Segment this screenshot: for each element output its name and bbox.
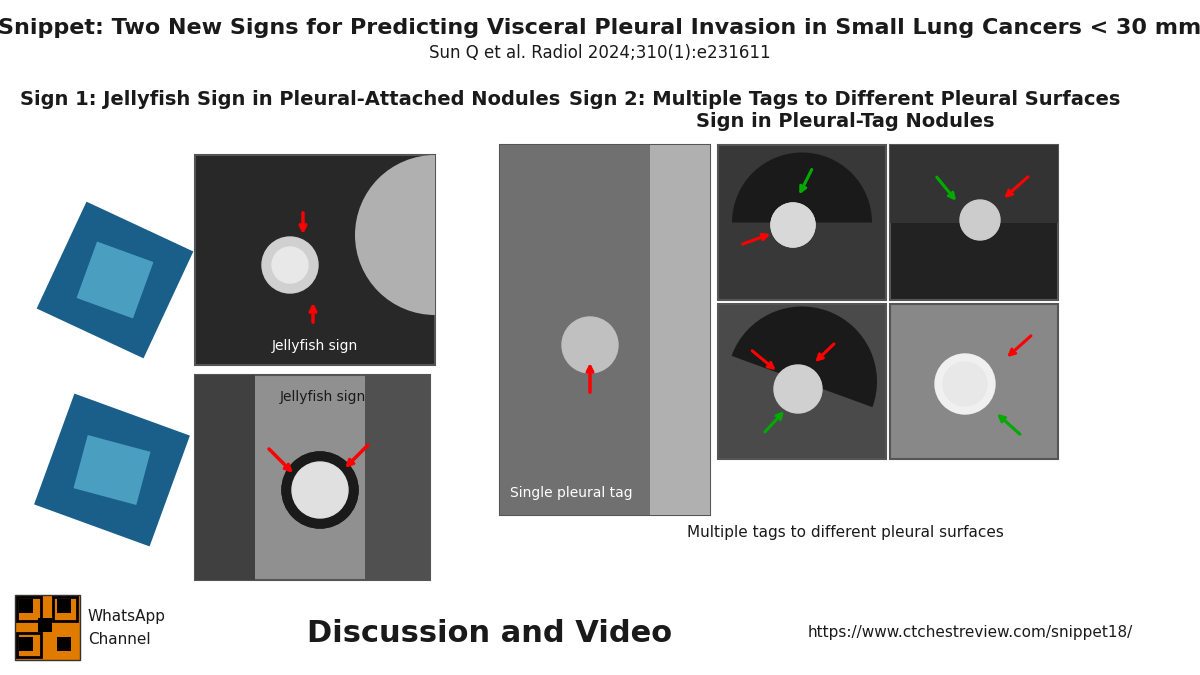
Circle shape (774, 365, 822, 413)
Circle shape (943, 362, 986, 406)
Circle shape (960, 200, 1000, 240)
Text: Sign 1: Jellyfish Sign in Pleural-Attached Nodules: Sign 1: Jellyfish Sign in Pleural-Attach… (20, 90, 560, 109)
Text: Sign in Pleural-Tag Nodules: Sign in Pleural-Tag Nodules (696, 112, 995, 131)
Circle shape (772, 203, 815, 247)
Bar (38, 618, 52, 632)
Bar (718, 145, 886, 300)
Wedge shape (355, 155, 436, 315)
Bar (890, 304, 1058, 459)
Polygon shape (73, 435, 150, 505)
Bar (38, 599, 52, 613)
Text: Sign 2: Multiple Tags to Different Pleural Surfaces: Sign 2: Multiple Tags to Different Pleur… (569, 90, 1121, 109)
Text: Jellyfish sign: Jellyfish sign (280, 390, 366, 404)
Bar (17, 633, 41, 657)
Polygon shape (890, 145, 1058, 223)
Circle shape (292, 462, 348, 518)
Text: WhatsApp: WhatsApp (88, 610, 166, 624)
Bar (500, 145, 710, 515)
Bar (53, 597, 77, 621)
Circle shape (772, 203, 815, 247)
Bar (650, 145, 710, 515)
Text: Sun Q et al. Radiol 2024;310(1):e231611: Sun Q et al. Radiol 2024;310(1):e231611 (430, 44, 770, 62)
Circle shape (262, 237, 318, 293)
Bar (58, 637, 71, 651)
Bar (38, 637, 52, 651)
Bar (58, 599, 71, 613)
Bar (19, 637, 34, 651)
Bar (194, 375, 256, 580)
Bar (58, 618, 71, 632)
Text: Discussion and Video: Discussion and Video (307, 618, 672, 647)
Bar (19, 618, 34, 632)
Text: https://www.ctchestreview.com/snippet18/: https://www.ctchestreview.com/snippet18/ (808, 626, 1133, 641)
Bar (19, 599, 34, 613)
Polygon shape (77, 242, 154, 319)
Polygon shape (35, 200, 194, 360)
Bar (17, 597, 41, 621)
Bar (365, 375, 430, 580)
Circle shape (282, 452, 358, 528)
Polygon shape (32, 392, 191, 547)
Bar (718, 304, 886, 459)
Text: Jellyfish sign: Jellyfish sign (272, 339, 358, 353)
Text: Multiple tags to different pleural surfaces: Multiple tags to different pleural surfa… (686, 525, 1003, 540)
Wedge shape (732, 153, 872, 223)
Circle shape (562, 317, 618, 373)
Bar (194, 375, 430, 580)
Bar (500, 145, 710, 515)
Circle shape (290, 460, 350, 520)
Circle shape (272, 247, 308, 283)
Bar (890, 145, 1058, 300)
Text: Snippet: Two New Signs for Predicting Visceral Pleural Invasion in Small Lung Ca: Snippet: Two New Signs for Predicting Vi… (0, 18, 1200, 38)
Text: Channel: Channel (88, 632, 151, 647)
Text: Single pleural tag: Single pleural tag (510, 486, 632, 500)
Circle shape (935, 354, 995, 414)
Circle shape (282, 452, 358, 528)
Bar (194, 155, 436, 365)
Bar (14, 595, 80, 660)
Wedge shape (732, 306, 877, 407)
